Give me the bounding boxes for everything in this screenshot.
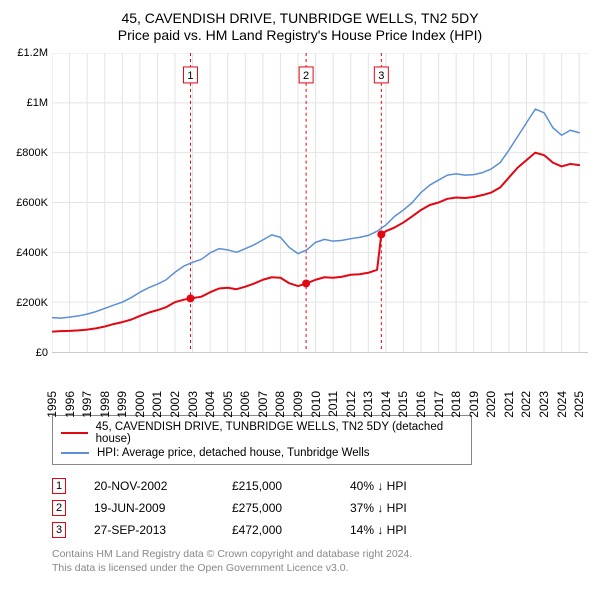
x-tick-label: 2019 — [467, 391, 481, 418]
event-marker: 1 — [52, 478, 66, 494]
x-tick-label: 2024 — [555, 391, 569, 418]
x-tick-label: 2015 — [396, 391, 410, 418]
chart-container: 45, CAVENDISH DRIVE, TUNBRIDGE WELLS, TN… — [0, 0, 600, 581]
x-tick-label: 2010 — [309, 391, 323, 418]
x-tick-label: 2003 — [186, 391, 200, 418]
y-tick-label: £0 — [36, 347, 48, 359]
footer: Contains HM Land Registry data © Crown c… — [52, 547, 592, 575]
y-tick-label: £400K — [16, 247, 48, 259]
x-tick-label: 2008 — [273, 391, 287, 418]
chart-area: £0 £200K £400K £600K £800K £1M £1.2M 1 2 3 19951… — [8, 49, 592, 409]
chart-title: 45, CAVENDISH DRIVE, TUNBRIDGE WELLS, TN… — [8, 10, 592, 26]
event-date: 20-NOV-2002 — [94, 479, 204, 493]
x-tick-label: 2004 — [203, 391, 217, 418]
event-row: 1 20-NOV-2002 £215,000 40% ↓ HPI — [52, 475, 572, 497]
plot-svg: 1 2 3 — [52, 53, 588, 352]
event-row: 2 19-JUN-2009 £275,000 37% ↓ HPI — [52, 497, 572, 519]
x-tick-label: 1995 — [45, 391, 59, 418]
event-marker: 2 — [52, 500, 66, 516]
x-tick-label: 2025 — [572, 391, 586, 418]
event-list: 1 20-NOV-2002 £215,000 40% ↓ HPI 2 19-JUN-200… — [52, 475, 572, 541]
event-delta: 37% ↓ HPI — [350, 501, 407, 515]
event-row: 3 27-SEP-2013 £472,000 14% ↓ HPI — [52, 519, 572, 541]
footer-line-2: This data is licensed under the Open Gov… — [52, 561, 592, 575]
x-tick-label: 2014 — [379, 391, 393, 418]
event-delta: 14% ↓ HPI — [350, 523, 407, 537]
legend: 45, CAVENDISH DRIVE, TUNBRIDGE WELLS, TN… — [52, 415, 472, 465]
y-tick-label: £600K — [16, 197, 48, 209]
legend-label: 45, CAVENDISH DRIVE, TUNBRIDGE WELLS, TN… — [96, 421, 463, 445]
x-tick-label: 2018 — [449, 391, 463, 418]
y-tick-label: £1.2M — [17, 47, 48, 59]
chart-subtitle: Price paid vs. HM Land Registry's House … — [8, 27, 592, 43]
x-tick-label: 2022 — [519, 391, 533, 418]
x-tick-label: 1999 — [115, 391, 129, 418]
x-tick-label: 1997 — [80, 391, 94, 418]
legend-item: HPI: Average price, detached house, Tunb… — [61, 446, 463, 460]
x-tick-label: 2011 — [326, 391, 340, 417]
x-tick-label: 2007 — [256, 391, 270, 418]
x-tick-label: 2023 — [537, 391, 551, 418]
y-tick-label: £800K — [16, 147, 48, 159]
svg-text:2: 2 — [303, 70, 309, 82]
event-price: £275,000 — [232, 501, 322, 515]
y-tick-label: £200K — [16, 297, 48, 309]
legend-item: 45, CAVENDISH DRIVE, TUNBRIDGE WELLS, TN… — [61, 420, 463, 446]
x-tick-label: 2000 — [133, 391, 147, 418]
x-tick-label: 2001 — [150, 391, 164, 418]
x-tick-label: 2009 — [291, 391, 305, 418]
x-tick-label: 1996 — [63, 391, 77, 418]
footer-line-1: Contains HM Land Registry data © Crown c… — [52, 547, 592, 561]
plot-area: 1 2 3 — [52, 53, 588, 353]
x-tick-label: 2020 — [484, 391, 498, 418]
svg-text:3: 3 — [378, 70, 384, 82]
x-tick-label: 2002 — [168, 391, 182, 418]
x-tick-label: 2017 — [432, 391, 446, 418]
x-tick-label: 2021 — [502, 391, 516, 418]
x-tick-label: 1998 — [98, 391, 112, 418]
event-marker: 3 — [52, 522, 66, 538]
legend-swatch — [61, 432, 88, 434]
event-price: £215,000 — [232, 479, 322, 493]
event-delta: 40% ↓ HPI — [350, 479, 407, 493]
y-tick-label: £1M — [27, 97, 48, 109]
x-tick-label: 2006 — [238, 391, 252, 418]
x-tick-label: 2013 — [361, 391, 375, 418]
x-tick-label: 2005 — [221, 391, 235, 418]
event-date: 27-SEP-2013 — [94, 523, 204, 537]
x-tick-label: 2016 — [414, 391, 428, 418]
x-tick-label: 2012 — [344, 391, 358, 418]
x-axis-ticks: 1995199619971998199920002001200220032004… — [52, 357, 588, 405]
legend-swatch — [61, 452, 89, 454]
event-date: 19-JUN-2009 — [94, 501, 204, 515]
legend-label: HPI: Average price, detached house, Tunb… — [97, 447, 370, 459]
event-price: £472,000 — [232, 523, 322, 537]
svg-text:1: 1 — [187, 70, 193, 82]
